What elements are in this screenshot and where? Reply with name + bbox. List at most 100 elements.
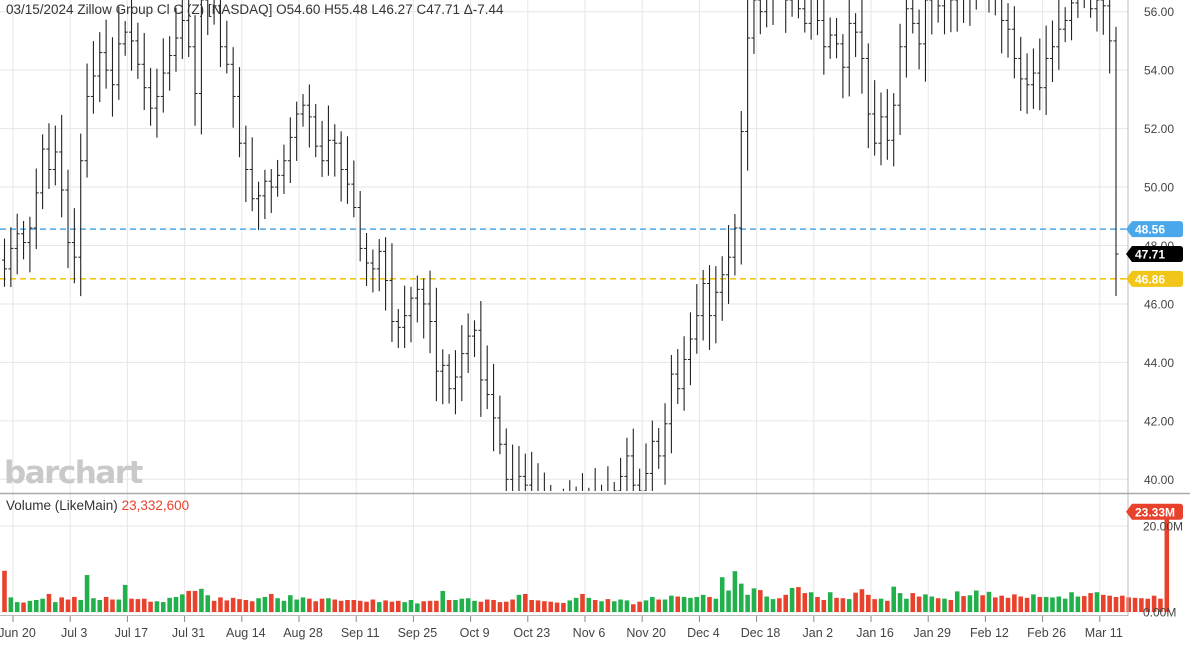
volume-bar [846,599,852,612]
volume-bar [300,597,306,612]
chart-header: 03/15/2024 Zillow Group Cl C (Z) [NASDAQ… [6,2,504,17]
volume-bar [999,595,1004,612]
volume-bar [885,600,890,612]
x-tick-label: Mar 11 [1085,626,1123,640]
volume-bar [97,599,103,612]
volume-bar [1012,594,1017,612]
volume-bar [1113,596,1119,612]
volume-bar [459,598,465,612]
x-tick-label: Jul 3 [61,626,87,640]
volume-bar [599,601,604,612]
volume-bar [180,594,185,612]
volume-bar [141,598,147,612]
volume-bar [707,596,712,612]
volume-bar [973,590,979,612]
volume-bar [669,595,674,612]
price-tags: 48.56 46.86 47.71 23.33M [1126,221,1183,520]
volume-bar [376,602,382,612]
volume-bar [580,593,585,612]
last-price-tag-shape [1126,245,1183,262]
volume-value: 23,332,600 [121,498,190,513]
volume-bar [853,592,858,612]
volume-bar [1005,597,1011,612]
y-tick-label: 54.00 [1144,64,1174,78]
volume-bar [434,600,439,612]
volume-bar [643,600,649,612]
volume-bar [65,599,71,612]
volume-bar [802,593,808,612]
volume-bars [2,511,1170,612]
reference-line-tag: 46.86 [1126,270,1183,287]
volume-bar [27,600,33,612]
volume-bar [700,594,706,612]
reference-line-tag-label: 46.86 [1135,272,1165,286]
volume-bar [408,599,414,612]
volume-bar [72,596,77,612]
volume-bar [1050,597,1055,612]
volume-bar [326,598,331,612]
volume-bar [421,601,426,612]
x-tick-label: Jul 31 [172,626,205,640]
volume-bar [777,598,782,612]
volume-bar [1088,593,1093,612]
volume-bar [1037,596,1043,612]
volume-bar [516,594,522,612]
volume-bar [256,598,261,612]
volume-bar [656,599,661,612]
volume-bar [491,599,496,612]
volume-bar [783,594,789,612]
volume-bar [262,596,268,612]
volume-bar [427,600,433,612]
volume-bar [916,596,922,612]
volume-bar [993,597,998,612]
volume-y-tick-label: 20.00M [1143,520,1183,534]
volume-bar [148,601,153,612]
volume-bar [967,595,973,612]
y-tick-label: 52.00 [1144,122,1174,136]
volume-bar [923,594,928,612]
volume-bar [478,601,484,612]
volume-bar [186,590,191,612]
volume-bar [611,601,617,612]
x-tick-label: Sep 25 [398,626,438,640]
volume-bar [586,597,592,612]
volume-label: Volume (LikeMain) [6,498,118,513]
volume-bar [796,587,801,612]
volume-bar [662,599,668,612]
volume-bar [1151,595,1157,612]
volume-bar [1132,597,1138,612]
volume-bar [338,600,344,612]
volume-bar [929,596,935,612]
volume-bar [453,599,458,612]
volume-bar [567,600,573,612]
y-tick-label: 40.00 [1144,473,1174,487]
volume-bar [726,590,731,612]
volume-bar [78,599,84,612]
volume-bar [116,599,122,612]
volume-bar [605,599,611,612]
volume-header: Volume (LikeMain) 23,332,600 [6,498,189,513]
volume-bar [1075,596,1081,612]
volume-bar [866,594,871,612]
volume-bar [1062,598,1068,612]
volume-bar [33,599,39,612]
x-tick-label: Feb 12 [970,626,1009,640]
volume-bar [738,583,744,612]
volume-bar [110,599,115,612]
volume-bar [732,571,738,612]
x-tick-label: Sep 11 [341,626,380,640]
volume-bar [1031,594,1036,612]
volume-bar [751,588,757,612]
y-tick-label: 44.00 [1144,356,1174,370]
x-tick-label: Nov 6 [573,626,606,640]
volume-bar [891,586,896,612]
volume-bar [503,601,509,612]
last-price-tag-label: 47.71 [1135,247,1165,261]
volume-bar [904,598,909,612]
grid-layer [0,0,1128,613]
x-tick-label: Jan 29 [913,626,951,640]
volume-bar [510,599,515,612]
volume-bar [1120,595,1125,612]
volume-bar [910,593,916,612]
